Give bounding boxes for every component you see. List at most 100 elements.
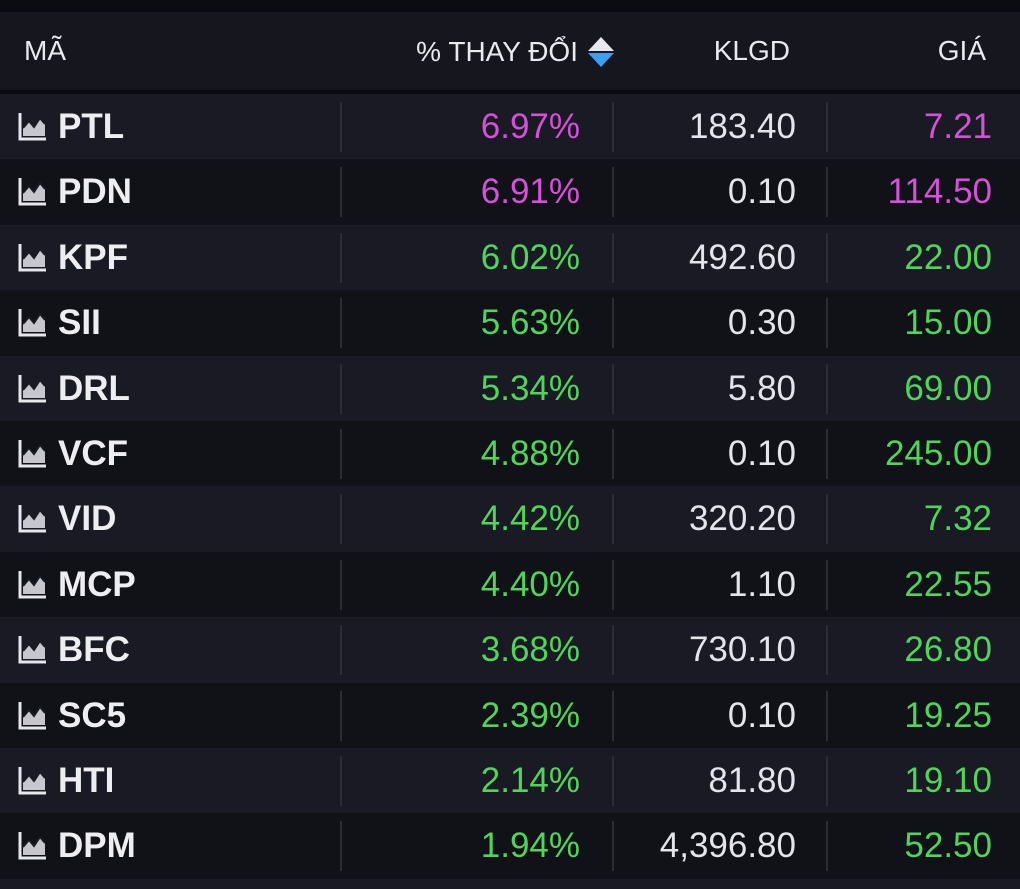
column-divider [612,625,614,676]
sort-ascending-icon [588,37,614,51]
stock-code[interactable]: DRL [58,368,130,408]
area-chart-icon[interactable] [17,110,49,142]
column-header-code-label: MÃ [24,35,66,66]
area-chart-icon[interactable] [17,764,49,796]
column-divider [340,625,342,676]
column-header-code[interactable]: MÃ [24,12,66,92]
area-chart-icon[interactable] [17,699,49,731]
area-chart-icon[interactable] [17,437,49,469]
stock-table-body: PTL 6.97% 183.40 7.21 PDN 6.91% 0.10 114… [0,94,1020,879]
price: 22.55 [904,564,992,604]
column-header-price[interactable]: GIÁ [938,12,986,92]
change-percent: 1.94% [480,826,580,866]
column-divider [612,167,614,218]
column-divider [340,494,342,545]
table-row[interactable]: PTL 6.97% 183.40 7.21 [0,94,1020,160]
stock-code[interactable]: HTI [58,760,115,800]
area-chart-icon[interactable] [17,306,49,338]
sort-toggle-icon[interactable] [588,35,614,69]
stock-code[interactable]: PDN [58,172,132,212]
change-percent: 5.34% [480,368,580,408]
column-divider [340,363,342,414]
table-header: MÃ % THAY ĐỔI KLGD GIÁ [0,12,1020,92]
trading-volume: 4,396.80 [659,826,796,866]
stock-code[interactable]: VID [58,499,117,539]
trading-volume: 492.60 [688,237,796,277]
price: 69.00 [904,368,992,408]
column-divider [612,363,614,414]
table-row[interactable]: BFC 3.68% 730.10 26.80 [0,617,1020,683]
trading-volume: 0.10 [727,172,796,212]
sort-descending-icon [588,53,614,67]
area-chart-icon[interactable] [17,241,49,273]
table-row[interactable]: DPM 1.94% 4,396.80 52.50 [0,813,1020,879]
column-divider [340,102,342,152]
table-row[interactable]: DRL 5.34% 5.80 69.00 [0,355,1020,421]
column-divider [612,298,614,349]
top-strip [0,0,1020,12]
area-chart-icon[interactable] [17,568,49,600]
table-row[interactable]: VCF 4.88% 0.10 245.00 [0,420,1020,487]
stock-code[interactable]: SII [58,303,101,343]
area-chart-icon[interactable] [17,502,49,534]
trading-volume: 0.10 [727,695,796,735]
price: 7.21 [923,107,992,146]
stock-code[interactable]: DPM [58,826,136,866]
column-divider [612,232,614,283]
column-header-volume[interactable]: KLGD [714,12,790,92]
price: 19.25 [904,695,992,735]
stock-code[interactable]: PTL [58,107,125,146]
area-chart-icon[interactable] [17,633,49,665]
area-chart-icon[interactable] [17,175,49,207]
price: 19.10 [904,760,992,800]
column-divider [612,559,614,610]
trading-volume: 183.40 [688,107,796,146]
bottom-strip [0,879,1020,889]
column-divider [826,298,828,349]
column-divider [826,821,828,872]
change-percent: 3.68% [480,630,580,670]
header-divider [0,90,1020,94]
price: 22.00 [904,237,992,277]
price: 15.00 [904,303,992,343]
change-percent: 4.88% [480,433,580,473]
table-row[interactable]: MCP 4.40% 1.10 22.55 [0,551,1020,618]
column-divider [612,821,614,872]
change-percent: 2.39% [480,695,580,735]
change-percent: 4.42% [480,499,580,539]
stock-code[interactable]: SC5 [58,695,127,735]
table-row[interactable]: KPF 6.02% 492.60 22.00 [0,224,1020,291]
stock-code[interactable]: BFC [58,630,130,670]
column-divider [340,690,342,741]
column-divider [826,559,828,610]
column-divider [826,428,828,479]
column-divider [826,690,828,741]
area-chart-icon[interactable] [17,829,49,861]
change-percent: 2.14% [480,760,580,800]
area-chart-icon[interactable] [17,372,49,404]
trading-volume: 81.80 [708,760,796,800]
table-row[interactable]: PDN 6.91% 0.10 114.50 [0,159,1020,225]
column-divider [826,494,828,545]
table-row[interactable]: SII 5.63% 0.30 15.00 [0,290,1020,356]
column-header-change[interactable]: % THAY ĐỔI [416,12,614,92]
trading-volume: 320.20 [688,499,796,539]
change-percent: 5.63% [480,303,580,343]
stock-code[interactable]: MCP [58,564,136,604]
column-divider [612,102,614,152]
table-row[interactable]: HTI 2.14% 81.80 19.10 [0,747,1020,814]
price: 7.32 [923,499,992,539]
column-header-change-label: % THAY ĐỔI [416,36,578,67]
column-divider [340,232,342,283]
change-percent: 6.91% [480,172,580,212]
trading-volume: 730.10 [688,630,796,670]
column-divider [340,167,342,218]
column-divider [612,755,614,806]
stock-code[interactable]: VCF [58,433,128,473]
stock-code[interactable]: KPF [58,237,128,277]
table-row[interactable]: SC5 2.39% 0.10 19.25 [0,682,1020,748]
table-row[interactable]: VID 4.42% 320.20 7.32 [0,486,1020,552]
column-divider [340,428,342,479]
column-divider [612,428,614,479]
column-divider [826,363,828,414]
